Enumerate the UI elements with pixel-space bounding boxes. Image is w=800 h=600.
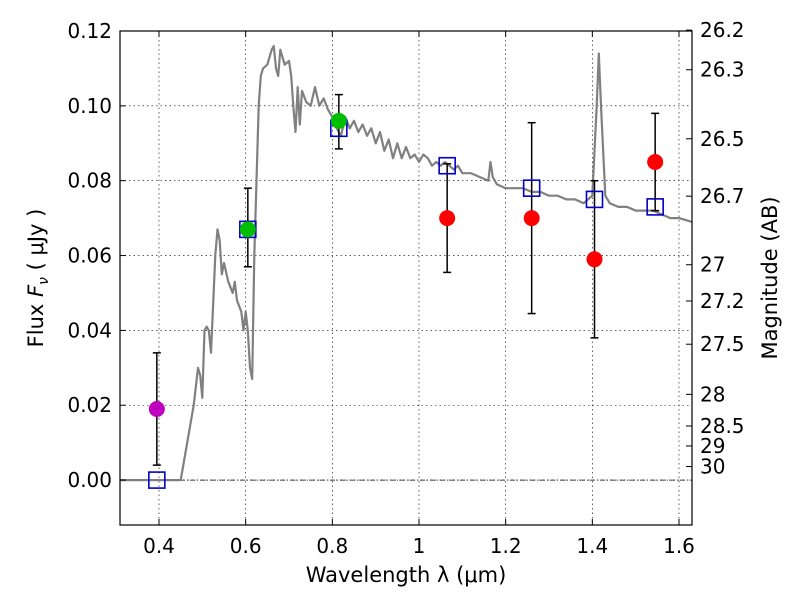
model-photometry-square (522, 179, 541, 197)
observed-flux-point (330, 112, 347, 129)
y2-tick-label: 27.5 (700, 332, 745, 356)
model-photometry-square (438, 156, 456, 175)
x-tick-label: 0.8 (316, 534, 348, 558)
model-photometry-square (646, 198, 664, 216)
y-axis-label-unit: ( μJy ) (24, 209, 48, 277)
y-axis-label-subscript: ν (36, 277, 52, 285)
tick-layer: 0.4 0.6 0.8 1 1.2 1.4 1.6 0.00 0.02 0.04 0.06 0.08 0… (67, 18, 744, 558)
observed-flux-point (523, 210, 540, 227)
x-tick-label: 1.4 (576, 534, 608, 558)
y-axis-label-symbol: F (24, 284, 48, 297)
y-tick-label: 0.02 (67, 393, 112, 417)
y2-tick-label: 30 (700, 455, 725, 479)
y-tick-label: 0.08 (67, 169, 112, 193)
y2-tick-label: 29 (700, 434, 725, 458)
y2-tick-label: 27 (700, 253, 725, 277)
y-tick-label: 0.10 (67, 94, 112, 118)
y2-tick-label: 27.2 (700, 289, 745, 313)
x-tick-label: 1.6 (663, 534, 695, 558)
x-axis-label: Wavelength λ (μm) (306, 563, 507, 587)
y2-axis-label: Magnitude (AB) (758, 196, 782, 359)
y-axis-label: Flux Fν ( μJy ) (24, 209, 52, 348)
data-layer (120, 44, 693, 489)
y2-tick-label: 26.7 (700, 184, 745, 208)
observed-flux-point (439, 210, 456, 227)
y-tick-label: 0.12 (67, 19, 112, 43)
y2-tick-label: 28 (700, 382, 725, 406)
x-tick-label: 0.4 (143, 534, 175, 558)
model-photometry-square (148, 471, 166, 489)
y-tick-label: 0.00 (67, 468, 112, 492)
observed-flux-point (586, 251, 603, 268)
observed-flux-point (239, 221, 256, 238)
y2-tick-label: 26.3 (700, 58, 745, 82)
model-spectrum-line (120, 44, 693, 482)
observed-flux-point (148, 400, 165, 417)
observed-flux-point (647, 153, 664, 170)
x-tick-label: 1.2 (490, 534, 522, 558)
y2-tick-label: 26.5 (700, 127, 745, 151)
y-tick-label: 0.04 (67, 318, 112, 342)
x-tick-label: 0.6 (230, 534, 262, 558)
y-tick-label: 0.06 (67, 244, 112, 268)
y2-tick-label: 28.5 (700, 414, 745, 438)
x-tick-label: 1 (413, 534, 426, 558)
y-axis-label-prefix: Flux (24, 297, 48, 347)
plot-frame (119, 30, 693, 526)
model-photometry-square (585, 190, 604, 209)
y2-tick-label: 26.2 (700, 18, 745, 42)
